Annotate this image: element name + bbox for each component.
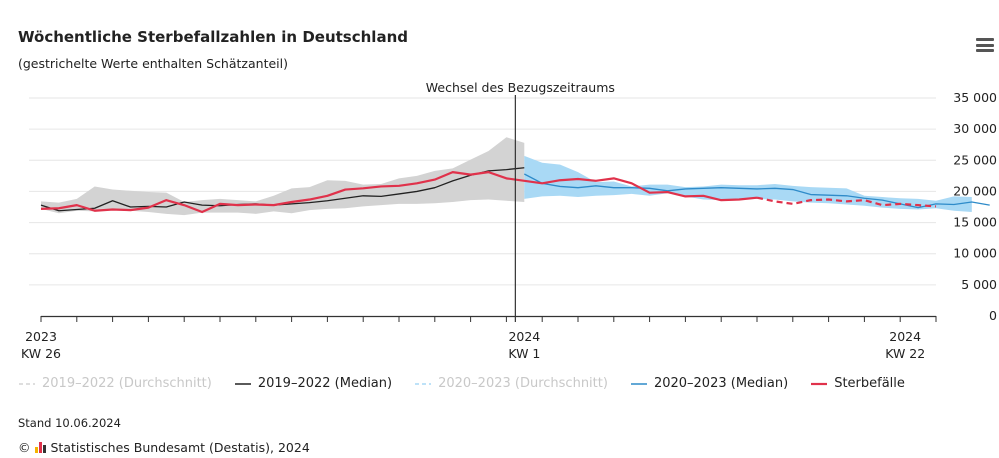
x-tick-label-week: KW 26 [21,346,61,361]
x-tick-label-week: KW 22 [885,346,925,361]
legend-label: 2020–2023 (Median) [653,376,789,391]
legend-symbol-icon [811,382,828,385]
destatis-logo-icon [34,442,47,453]
y-tick-label: 20 000 [953,183,997,198]
x-tick-label-year: 2023 [25,329,57,344]
y-tick-label: 5 000 [961,277,997,292]
legend-symbol-icon [630,382,647,385]
legend-label: Sterbefälle [834,376,905,391]
x-tick-label-week: KW 1 [508,346,540,361]
chart-plot: 0 5 000 10 000 15 000 20 000 25 000 30 000 35 0… [21,80,997,361]
chart-legend: 2019–2022 (Durchschnitt) 2019–2022 (Media… [18,376,927,391]
legend-item[interactable]: 2019–2022 (Durchschnitt) [18,376,212,391]
x-tick-label-year: 2024 [508,329,540,344]
y-tick-label: 0 [989,308,997,323]
range-band [41,137,525,216]
series-line [523,173,990,209]
series-line [40,171,758,214]
annotation-label: Wechsel des Bezugszeitraums [426,80,615,95]
copyright-sign: © [18,440,31,455]
y-tick-label: 30 000 [953,121,997,136]
series-line-estimated [756,196,937,208]
legend-item[interactable]: Sterbefälle [810,376,905,391]
y-tick-label: 15 000 [953,215,997,230]
legend-item[interactable]: 2019–2022 (Median) [234,376,392,391]
range-band [524,155,972,212]
source-credit: © Statistisches Bundesamt (Destatis), 20… [18,440,310,455]
y-tick-label: 25 000 [953,152,997,167]
chart-title: Wöchentliche Sterbefallzahlen in Deutsch… [18,28,408,46]
legend-item[interactable]: 2020–2023 (Durchschnitt) [414,376,608,391]
y-tick-label: 10 000 [953,246,997,261]
hamburger-menu-icon[interactable] [976,38,994,52]
legend-item[interactable]: 2020–2023 (Median) [630,376,788,391]
legend-label: 2019–2022 (Median) [257,376,393,391]
legend-label: 2020–2023 (Durchschnitt) [438,376,608,391]
source-link[interactable]: Statistisches Bundesamt (Destatis), 2024 [50,440,310,455]
y-tick-label: 35 000 [953,90,997,105]
chart-subtitle: (gestrichelte Werte enthalten Schätzante… [18,56,288,71]
legend-symbol-icon [415,382,432,385]
legend-label: 2019–2022 (Durchschnitt) [42,376,212,391]
legend-symbol-icon [19,382,35,385]
stand-date: Stand 10.06.2024 [18,416,121,430]
legend-symbol-icon [234,382,251,385]
x-tick-label-year: 2024 [889,329,921,344]
